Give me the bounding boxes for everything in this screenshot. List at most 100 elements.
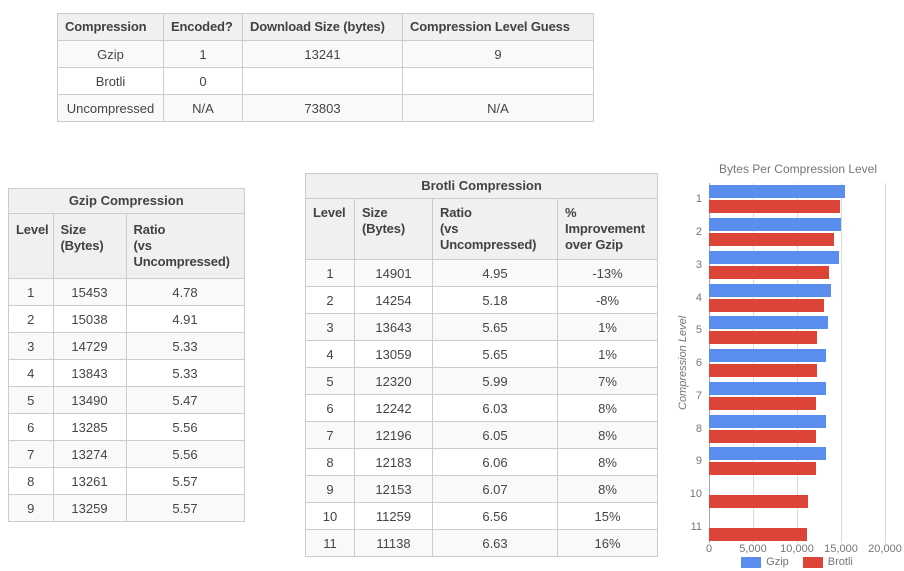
bar-pair xyxy=(709,185,885,214)
table-cell: 6.05 xyxy=(432,421,558,449)
bar-gzip-level-2[interactable] xyxy=(709,218,842,232)
bar-pair xyxy=(709,250,885,279)
bar-gzip-level-8[interactable] xyxy=(709,414,826,428)
table-row: 11 11138 6.63 16% xyxy=(305,529,658,557)
bar-brotli-level-5[interactable] xyxy=(709,331,818,345)
table-cell: 6.56 xyxy=(432,502,558,530)
table-cell: 5.65 xyxy=(432,340,558,368)
table-cell: 4.78 xyxy=(125,278,245,306)
table-row: 8 13261 5.57 xyxy=(8,467,245,495)
table-cell: Uncompressed xyxy=(57,94,164,122)
table-cell: 1 xyxy=(163,40,243,68)
table-cell: N/A xyxy=(163,94,243,122)
table-cell: 6 xyxy=(305,394,355,422)
table-row: Brotli 0 xyxy=(57,67,594,95)
bar-brotli-level-6[interactable] xyxy=(709,364,817,378)
table-cell xyxy=(402,67,594,95)
table-row: 2 15038 4.91 xyxy=(8,305,245,333)
chart-bar-group: 4 xyxy=(676,281,885,314)
table-cell: 16% xyxy=(557,529,658,557)
bar-brotli-level-7[interactable] xyxy=(709,396,817,410)
table-cell: -8% xyxy=(557,286,658,314)
table-cell: 14729 xyxy=(52,332,127,360)
table-cell: 8 xyxy=(8,467,54,495)
gzip-compression-table: Gzip Compression Level Size (Bytes) Ratio (… xyxy=(8,188,245,522)
table-cell: 15% xyxy=(557,502,658,530)
table-cell: 6.63 xyxy=(432,529,558,557)
x-tick-label: 10,000 xyxy=(780,543,814,555)
bar-pair xyxy=(709,316,885,345)
table-cell: Gzip xyxy=(57,40,164,68)
table-cell: 13274 xyxy=(52,440,127,468)
table-cell: 13059 xyxy=(354,340,433,368)
table-cell: Brotli xyxy=(57,67,164,95)
y-tick-label: 3 xyxy=(695,258,702,271)
axis-baseline xyxy=(709,183,710,543)
chart-bar-group: 5 xyxy=(676,314,885,347)
table-row: 4 13059 5.65 1% xyxy=(305,340,658,368)
x-tick-label: 0 xyxy=(705,543,713,555)
bar-brotli-level-8[interactable] xyxy=(709,429,817,443)
table-cell: 6.06 xyxy=(432,448,558,476)
table-cell: 15453 xyxy=(52,278,127,306)
chart-bar-group: 6 xyxy=(676,347,885,380)
bar-gzip-level-5[interactable] xyxy=(709,316,828,330)
x-axis: 0 5,000 10,000 15,000 20,000 xyxy=(705,543,902,556)
table-cell: 7 xyxy=(8,440,54,468)
y-tick-label: 8 xyxy=(695,422,702,435)
table-cell: 7 xyxy=(305,421,355,449)
table-cell: 1% xyxy=(557,313,658,341)
table-cell: 5 xyxy=(8,386,54,414)
bar-brotli-level-4[interactable] xyxy=(709,298,824,312)
table-cell: 73803 xyxy=(242,94,403,122)
column-header: % Improvement over Gzip xyxy=(557,198,658,260)
y-tick-label: 4 xyxy=(695,291,702,304)
table-cell: 6.07 xyxy=(432,475,558,503)
bar-gzip-level-6[interactable] xyxy=(709,349,826,363)
table-cell: 8% xyxy=(557,475,658,503)
summary-table: Compression Encoded? Download Size (bytes)… xyxy=(57,13,594,122)
table-cell: 13643 xyxy=(354,313,433,341)
plot-area xyxy=(709,183,886,543)
y-tick-label: 1 xyxy=(695,193,702,206)
table-cell: 3 xyxy=(8,332,54,360)
x-tick-label: 20,000 xyxy=(868,543,902,555)
bar-gzip-level-4[interactable] xyxy=(709,283,831,297)
table-cell: 3 xyxy=(305,313,355,341)
bar-brotli-level-1[interactable] xyxy=(709,200,841,214)
bar-pair xyxy=(709,447,885,476)
bar-brotli-level-11[interactable] xyxy=(709,527,807,541)
table-row: 10 11259 6.56 15% xyxy=(305,502,658,530)
chart-bar-group: 3 xyxy=(676,248,885,281)
bar-pair xyxy=(709,218,885,247)
bar-gzip-level-9[interactable] xyxy=(709,447,826,461)
table-cell: 5.57 xyxy=(125,467,245,495)
table-cell: 5.47 xyxy=(125,386,245,414)
chart-legend: Gzip Brotli xyxy=(709,556,885,568)
table-row: 2 14254 5.18 -8% xyxy=(305,286,658,314)
bar-pair xyxy=(709,349,885,378)
table-cell: 2 xyxy=(305,286,355,314)
legend-item-brotli: Brotli xyxy=(802,556,853,568)
table-cell: 12196 xyxy=(354,421,433,449)
bar-brotli-level-3[interactable] xyxy=(709,265,830,279)
bar-brotli-level-9[interactable] xyxy=(709,462,816,476)
bar-gzip-level-3[interactable] xyxy=(709,250,839,264)
table-cell: 9 xyxy=(402,40,594,68)
bar-brotli-level-2[interactable] xyxy=(709,233,835,247)
table-cell: 5.18 xyxy=(432,286,558,314)
chart-bar-group: 2 xyxy=(676,216,885,249)
table-cell: 5 xyxy=(305,367,355,395)
column-header: Level xyxy=(8,213,54,279)
legend-label: Brotli xyxy=(827,556,853,568)
bar-brotli-level-10[interactable] xyxy=(709,494,809,508)
column-header: Compression Level Guess xyxy=(402,13,594,41)
chart-title: Bytes Per Compression Level xyxy=(718,162,878,176)
table-cell: 8 xyxy=(305,448,355,476)
chart-bar-group: 10 xyxy=(676,478,885,511)
bar-pair xyxy=(709,381,885,410)
y-tick-label: 5 xyxy=(695,324,702,337)
bar-gzip-level-7[interactable] xyxy=(709,381,826,395)
bar-gzip-level-1[interactable] xyxy=(709,185,845,199)
table-cell: 14254 xyxy=(354,286,433,314)
